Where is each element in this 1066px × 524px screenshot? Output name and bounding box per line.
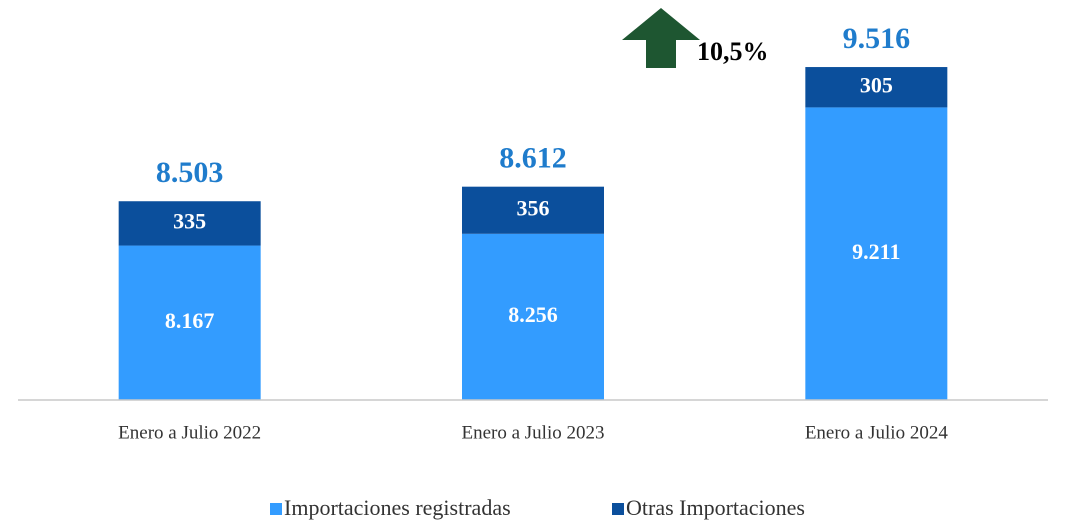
legend-label: Otras Importaciones: [626, 495, 805, 520]
x-tick-label: Enero a Julio 2022: [118, 422, 261, 443]
bar-segment: [805, 107, 948, 400]
x-tick-label: Enero a Julio 2024: [805, 422, 949, 443]
legend-swatch: [270, 503, 282, 515]
bar-segment: [118, 245, 261, 400]
value-label: 335: [173, 208, 206, 233]
growth-annotation: 10,5%: [697, 37, 769, 66]
bar-segment: [118, 201, 261, 246]
value-label: 8.256: [508, 302, 558, 327]
value-label: 9.211: [852, 239, 900, 264]
total-label: 8.503: [156, 156, 224, 189]
bar-segment: [462, 186, 604, 234]
growth-arrow: [622, 8, 700, 68]
value-label: 8.167: [165, 308, 215, 333]
total-label: 8.612: [499, 142, 567, 175]
value-label: 305: [860, 72, 893, 97]
bar-segment: [805, 67, 948, 108]
total-label: 9.516: [843, 22, 911, 55]
legend-label: Importaciones registradas: [284, 495, 511, 520]
legend-swatch: [612, 503, 624, 515]
value-label: 356: [517, 195, 550, 220]
bar-segment: [462, 233, 604, 400]
x-tick-label: Enero a Julio 2023: [461, 422, 604, 443]
